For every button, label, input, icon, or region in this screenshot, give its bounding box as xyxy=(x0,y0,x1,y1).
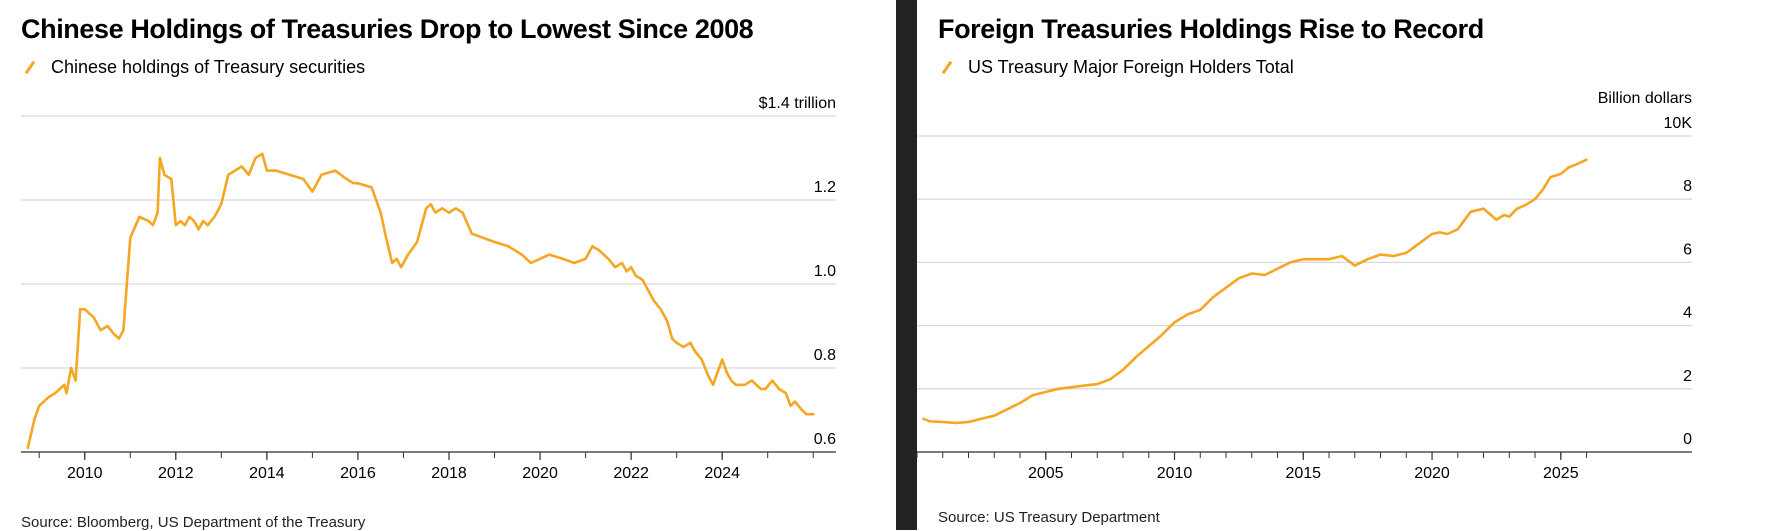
x-tick-label: 2005 xyxy=(1028,465,1064,482)
y-tick-label: 0 xyxy=(1683,431,1692,448)
panel-divider xyxy=(896,0,917,530)
chinese-holdings-line-chart: 0.6 0.8 1.0 1.2 $1.4 trillion 2010 2012 2014 201… xyxy=(21,95,836,482)
chart-source: Source: Bloomberg, US Department of the … xyxy=(21,514,366,531)
foreign-holdings-chart-panel: Foreign Treasuries Holdings Rise to Reco… xyxy=(916,0,1769,530)
x-tick-label: 2024 xyxy=(704,465,740,482)
y-unit-label: Billion dollars xyxy=(1598,90,1692,107)
chart-title: Foreign Treasuries Holdings Rise to Reco… xyxy=(938,14,1484,44)
legend-label: Chinese holdings of Treasury securities xyxy=(51,57,366,77)
y-tick-label: 2 xyxy=(1683,368,1692,385)
x-tick-label: 2020 xyxy=(1414,465,1450,482)
chart-legend: Chinese holdings of Treasury securities xyxy=(21,57,365,78)
chinese-holdings-chart-panel: Chinese Holdings of Treasuries Drop to L… xyxy=(21,14,837,531)
y-tick-label: 8 xyxy=(1683,178,1692,195)
x-tick-label: 2022 xyxy=(613,465,649,482)
chart-legend: US Treasury Major Foreign Holders Total xyxy=(938,57,1294,78)
x-tick-label: 2014 xyxy=(249,465,285,482)
y-tick-label: 10K xyxy=(1664,115,1693,132)
series-line xyxy=(26,152,815,450)
x-tick-label: 2020 xyxy=(522,465,558,482)
y-tick-label: 1.2 xyxy=(814,179,836,196)
x-tick-label: 2018 xyxy=(431,465,467,482)
y-tick-label: 0.6 xyxy=(814,431,836,448)
y-tick-label: 1.0 xyxy=(814,263,836,280)
x-tick-label: 2012 xyxy=(158,465,194,482)
x-tick-label: 2016 xyxy=(340,465,376,482)
x-tick-label: 2015 xyxy=(1285,465,1321,482)
y-tick-label: 0.8 xyxy=(814,347,836,364)
y-tick-label: 6 xyxy=(1683,241,1692,258)
series-line xyxy=(922,158,1588,425)
x-tick-label: 2025 xyxy=(1543,465,1579,482)
x-tick-label: 2010 xyxy=(1157,465,1193,482)
y-tick-label: 4 xyxy=(1683,305,1692,322)
x-tick-label: 2010 xyxy=(67,465,103,482)
y-unit-label: $1.4 trillion xyxy=(759,95,836,112)
foreign-holdings-line-chart: 0 2 4 6 8 10K Billion dollars 2005 2010 2015 2020 2… xyxy=(916,90,1693,482)
chart-title: Chinese Holdings of Treasuries Drop to L… xyxy=(21,14,754,44)
legend-label: US Treasury Major Foreign Holders Total xyxy=(968,57,1294,77)
chart-source: Source: US Treasury Department xyxy=(938,509,1160,526)
